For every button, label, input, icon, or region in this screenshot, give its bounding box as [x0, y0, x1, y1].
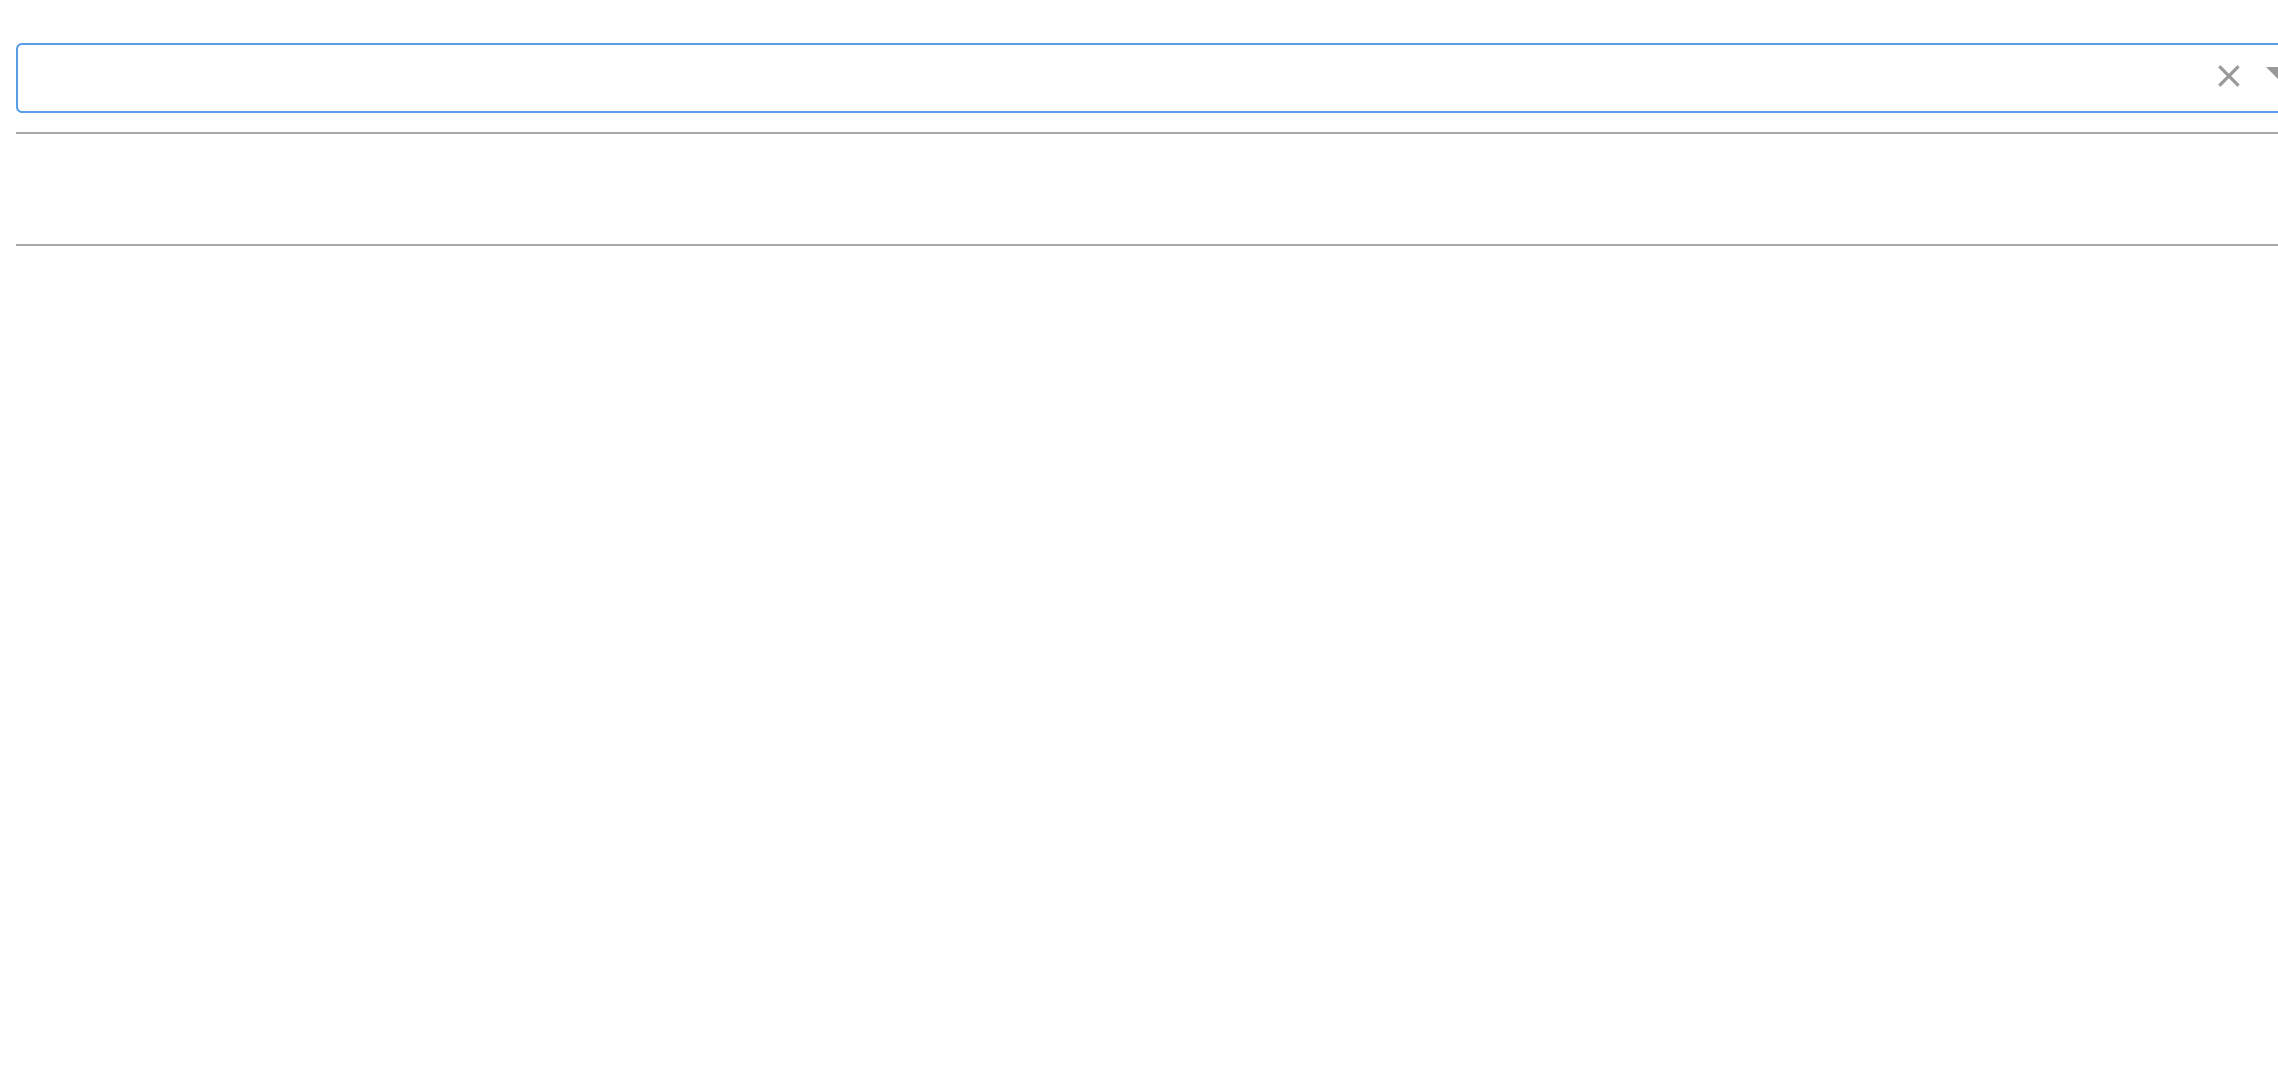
divider-bottom [16, 244, 2278, 246]
divider-top [16, 132, 2278, 134]
clear-icon[interactable]: × [2213, 53, 2245, 97]
chevron-down-icon[interactable] [2266, 67, 2278, 79]
file-dropdown[interactable]: × [16, 43, 2278, 113]
